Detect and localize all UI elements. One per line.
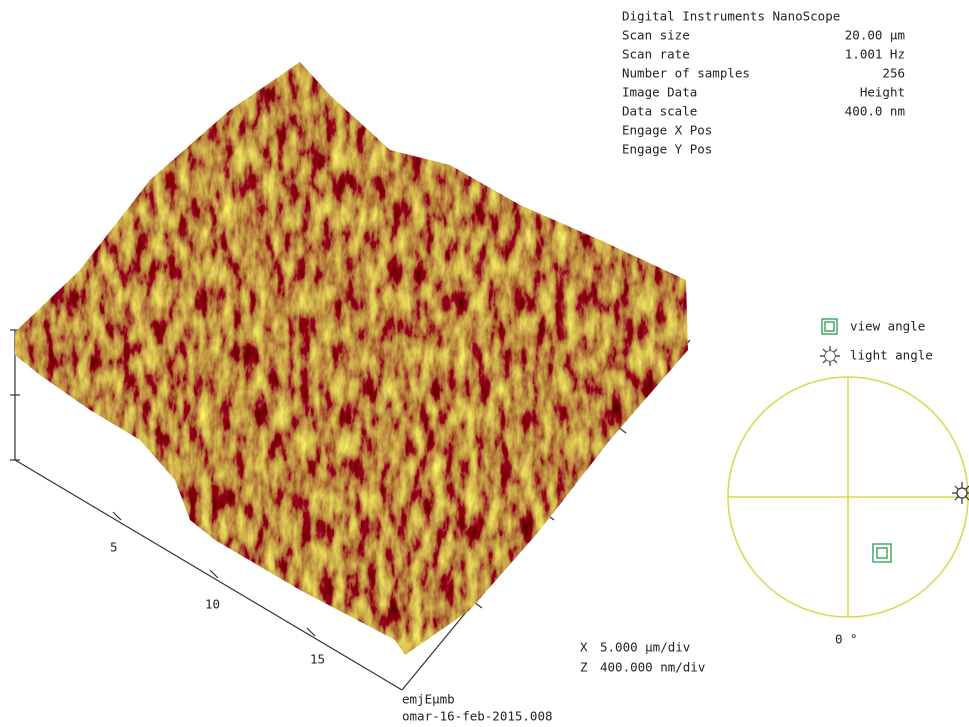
view-marker: [876, 547, 888, 559]
surface: [15, 62, 688, 655]
legend-view: view angle: [850, 319, 925, 334]
scale-value: 400.000 nm/div: [600, 660, 705, 675]
scale-axis: X: [580, 640, 588, 655]
info-title: Digital Instruments NanoScope: [622, 9, 840, 24]
axis-label: 5: [110, 540, 118, 555]
info-value: 256: [882, 66, 905, 81]
legend-light: light angle: [850, 348, 933, 363]
view-icon: [821, 318, 838, 335]
axis-label: 15: [310, 652, 325, 667]
info-label: Data scale: [622, 104, 697, 119]
info-value: Height: [860, 85, 905, 100]
info-label: Engage X Pos: [622, 123, 712, 138]
view-marker: [872, 543, 892, 563]
info-value: 1.001 Hz: [845, 47, 905, 62]
scale-value: 5.000 µm/div: [600, 640, 690, 655]
info-value: 400.0 nm: [845, 104, 905, 119]
angle-label: 0 °: [835, 632, 858, 647]
footer-text: emjEμmb: [402, 692, 455, 707]
info-value: 20.00 µm: [845, 28, 905, 43]
info-label: Number of samples: [622, 66, 750, 81]
info-label: Scan size: [622, 28, 690, 43]
view-icon: [824, 321, 835, 332]
info-label: Engage Y Pos: [622, 142, 712, 157]
info-label: Scan rate: [622, 47, 690, 62]
axis-label: 10: [205, 597, 220, 612]
footer-text: omar-16-feb-2015.008: [402, 709, 553, 724]
info-label: Image Data: [622, 85, 697, 100]
angle-dial: [727, 376, 969, 618]
scale-axis: Z: [580, 660, 588, 675]
